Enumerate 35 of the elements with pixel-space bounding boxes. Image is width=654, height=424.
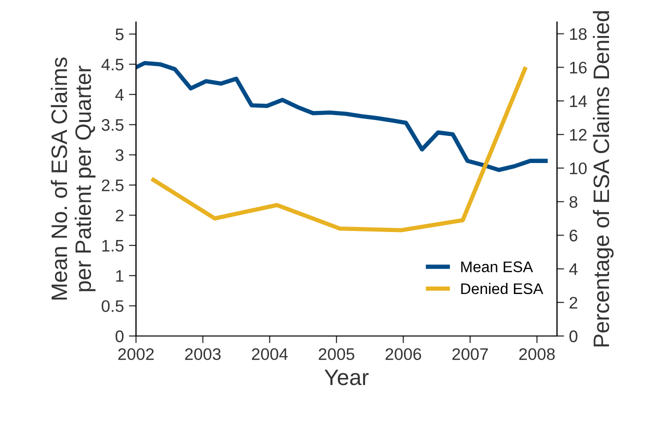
x-tick-label: 2003 <box>185 348 221 360</box>
x-tick-label: 2007 <box>452 348 488 360</box>
y-tick-label: 1.5 <box>102 240 124 252</box>
line-series <box>136 60 548 172</box>
y2-tick-label: 8 <box>570 196 578 208</box>
y2-tick-label: 18 <box>570 28 587 40</box>
y2-tick-label: 10 <box>570 162 587 174</box>
y-tick-label: 3 <box>116 149 124 162</box>
x-tick-label: 2004 <box>252 348 288 360</box>
y-tick-label: 1 <box>116 270 124 282</box>
x-tick-label: 2005 <box>318 348 354 360</box>
y-tick-label: 0 <box>116 330 124 342</box>
y-axis-title: Mean No. of ESA Claims per Patient per Quarter <box>50 58 96 300</box>
x-tick-label: 2002 <box>118 348 154 360</box>
y2-axis-title: Percentage of ESA Claims Denied <box>592 11 614 346</box>
y-tick-label: 2.5 <box>102 179 124 192</box>
y-tick-label: 4.5 <box>101 58 124 70</box>
y2-tick-label: 6 <box>570 230 578 242</box>
y-tick-label: 4 <box>115 89 124 100</box>
y-tick-label: 0.5 <box>102 300 124 312</box>
y2-tick-label: 2 <box>570 296 578 308</box>
line-series <box>151 66 528 232</box>
legend-label: Denied ESA <box>461 282 544 294</box>
y-tick-label: 3.5 <box>102 119 124 131</box>
y2-tick-label: 4 <box>569 263 578 275</box>
y2-tick-label: 14 <box>570 95 587 107</box>
y-tick-label: 5 <box>116 28 124 40</box>
x-axis-title: Year <box>324 370 369 386</box>
x-tick-label: 2008 <box>519 348 555 360</box>
y2-tick-label: 16 <box>570 62 587 74</box>
y-tick-label: 2 <box>116 210 124 222</box>
legend-label: Mean ESA <box>461 261 534 272</box>
y2-tick-label: 0 <box>569 330 578 342</box>
x-tick-label: 2006 <box>386 348 422 360</box>
y2-tick-label: 12 <box>570 128 587 141</box>
